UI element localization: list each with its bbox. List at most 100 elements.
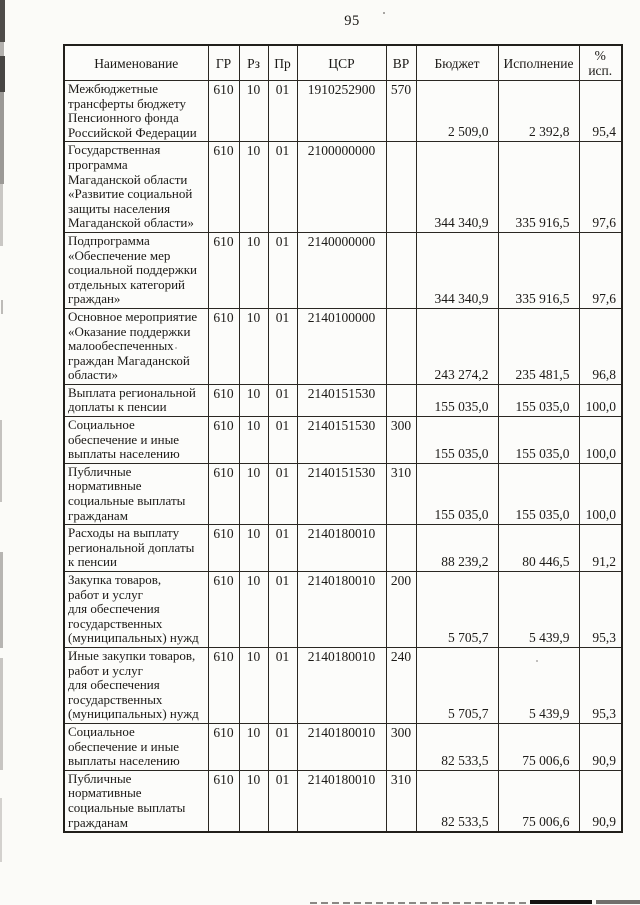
cell-name: Публичные нормативные социальные выплаты… (63, 769, 209, 833)
cell-percent: 90,9 (578, 722, 623, 771)
cell-rz: 10 (238, 769, 269, 833)
cell-vr: 310 (385, 769, 417, 833)
table-row: Публичные нормативные социальные выплаты… (63, 769, 623, 833)
column-header-pr: Пр (267, 44, 298, 81)
cell-budget: 82 533,5 (415, 769, 499, 833)
column-header-csr: ЦСР (296, 44, 387, 81)
cell-pr: 01 (267, 79, 298, 143)
cell-pr: 01 (267, 722, 298, 771)
cell-gr: 610 (207, 524, 240, 572)
cell-rz: 10 (238, 141, 269, 233)
cell-budget: 155 035,0 (415, 383, 499, 418)
cell-vr: 310 (385, 462, 417, 526)
cell-gr: 610 (207, 462, 240, 526)
cell-pr: 01 (267, 307, 298, 385)
cell-rz: 10 (238, 462, 269, 526)
cell-execution: 155 035,0 (497, 462, 580, 526)
cell-csr: 2140180010 (296, 769, 387, 833)
cell-rz: 10 (238, 79, 269, 143)
scan-artifact-left-edge (0, 552, 3, 648)
column-header-rz: Рз (238, 44, 269, 81)
cell-percent: 100,0 (578, 462, 623, 526)
scan-artifact-left-edge (0, 92, 4, 184)
cell-name: Межбюджетные трансферты бюджету Пенсионн… (63, 79, 209, 143)
cell-budget: 82 533,5 (415, 722, 499, 771)
cell-name: Закупка товаров, работ и услуг для обесп… (63, 571, 209, 648)
scan-artifact-left-edge (0, 798, 2, 862)
scan-noise-dot (383, 12, 385, 14)
cell-budget: 5 705,7 (415, 571, 499, 648)
cell-percent: 100,0 (578, 383, 623, 418)
scan-artifact-bottom-line (310, 902, 530, 904)
scan-artifact-left-edge (0, 42, 4, 56)
column-header-gr: ГР (207, 44, 240, 81)
cell-vr: 570 (385, 79, 417, 143)
cell-pr: 01 (267, 231, 298, 309)
cell-name: Основное мероприятие «Оказание поддержки… (63, 307, 209, 385)
cell-rz: 10 (238, 383, 269, 418)
cell-rz: 10 (238, 307, 269, 385)
cell-gr: 610 (207, 141, 240, 233)
cell-rz: 10 (238, 722, 269, 771)
cell-name: Социальное обеспечение и иные выплаты на… (63, 416, 209, 464)
page-number: 95 (344, 13, 360, 29)
cell-name: Государственная программа Магаданской об… (63, 141, 209, 233)
column-header-budget: Бюджет (415, 44, 499, 81)
cell-gr: 610 (207, 79, 240, 143)
cell-budget: 155 035,0 (415, 416, 499, 464)
cell-gr: 610 (207, 307, 240, 385)
cell-execution: 2 392,8 (497, 79, 580, 143)
table-row: Расходы на выплату региональной доплаты … (63, 524, 623, 572)
cell-name: Подпрограмма «Обеспечение мер социальной… (63, 231, 209, 309)
table-row: Иные закупки товаров, работ и услуг для … (63, 646, 623, 724)
cell-vr: 300 (385, 416, 417, 464)
cell-execution: 75 006,6 (497, 722, 580, 771)
scan-artifact-bottom-line (530, 900, 592, 904)
table-header-row: Наименование ГР Рз Пр ЦСР ВР Бюджет Испо… (63, 44, 623, 81)
cell-execution: 155 035,0 (497, 383, 580, 418)
cell-percent: 90,9 (578, 769, 623, 833)
cell-pr: 01 (267, 416, 298, 464)
cell-vr (385, 231, 417, 309)
cell-vr (385, 524, 417, 572)
cell-csr: 2140151530 (296, 383, 387, 418)
table-row: Публичные нормативные социальные выплаты… (63, 462, 623, 526)
scan-artifact-left-edge (0, 0, 5, 42)
cell-rz: 10 (238, 524, 269, 572)
cell-gr: 610 (207, 646, 240, 724)
cell-percent: 95,3 (578, 646, 623, 724)
cell-percent: 100,0 (578, 416, 623, 464)
cell-execution: 155 035,0 (497, 416, 580, 464)
cell-execution: 335 916,5 (497, 231, 580, 309)
cell-execution: 235 481,5 (497, 307, 580, 385)
cell-budget: 5 705,7 (415, 646, 499, 724)
cell-csr: 2100000000 (296, 141, 387, 233)
cell-name: Выплата региональной доплаты к пенсии (63, 383, 209, 418)
cell-gr: 610 (207, 769, 240, 833)
cell-percent: 95,3 (578, 571, 623, 648)
budget-table: Наименование ГР Рз Пр ЦСР ВР Бюджет Испо… (63, 44, 623, 834)
cell-name: Иные закупки товаров, работ и услуг для … (63, 646, 209, 724)
scan-artifact-left-edge (0, 658, 3, 770)
cell-percent: 96,8 (578, 307, 623, 385)
cell-csr: 1910252900 (296, 79, 387, 143)
cell-csr: 2140151530 (296, 462, 387, 526)
cell-gr: 610 (207, 722, 240, 771)
table-row: Социальное обеспечение и иные выплаты на… (63, 416, 623, 464)
cell-name: Социальное обеспечение и иные выплаты на… (63, 722, 209, 771)
cell-csr: 2140151530 (296, 416, 387, 464)
cell-percent: 97,6 (578, 231, 623, 309)
cell-percent: 95,4 (578, 79, 623, 143)
cell-budget: 243 274,2 (415, 307, 499, 385)
column-header-vr: ВР (385, 44, 417, 81)
cell-vr (385, 383, 417, 418)
cell-vr: 300 (385, 722, 417, 771)
cell-vr: 240 (385, 646, 417, 724)
cell-pr: 01 (267, 141, 298, 233)
cell-pr: 01 (267, 524, 298, 572)
scan-artifact-left-edge (0, 420, 2, 502)
cell-rz: 10 (238, 416, 269, 464)
cell-name: Расходы на выплату региональной доплаты … (63, 524, 209, 572)
cell-execution: 75 006,6 (497, 769, 580, 833)
cell-vr: 200 (385, 571, 417, 648)
